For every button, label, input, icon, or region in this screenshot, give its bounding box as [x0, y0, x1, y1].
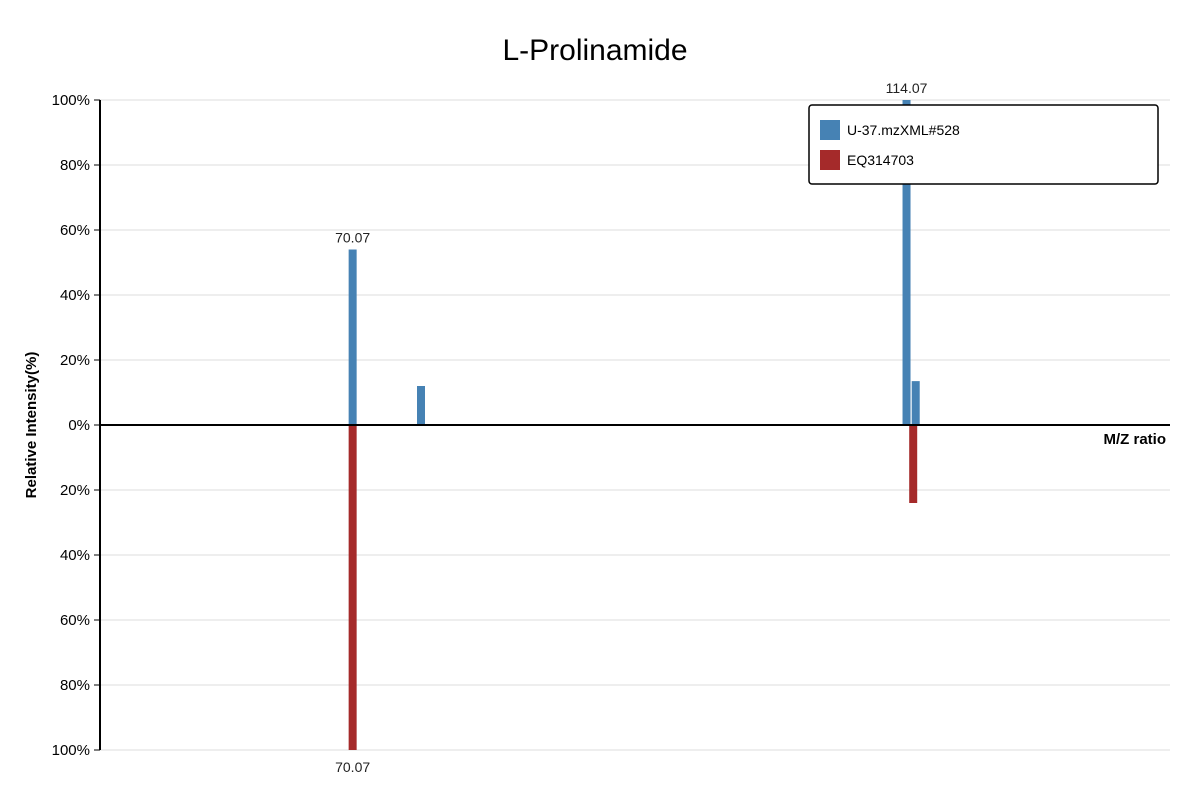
y-tick-label: 20% [60, 482, 90, 499]
peak-bar [909, 425, 918, 503]
legend-swatch [820, 150, 840, 170]
peak-bar [348, 249, 357, 425]
y-tick-label: 80% [60, 157, 90, 174]
peak-label: 70.07 [335, 230, 370, 246]
peak-bar [911, 381, 920, 425]
y-axis-ticks: 100% 80% 60% 40% 20% 0% 20% 40% 60% 80% 100% [52, 92, 100, 759]
y-tick-label: 60% [60, 612, 90, 629]
legend: U-37.mzXML#528 EQ314703 [808, 104, 1159, 185]
peak-bar [902, 100, 911, 425]
y-tick-label: 80% [60, 677, 90, 694]
y-axis-label: Relative Intensity(%) [23, 352, 40, 499]
peak-bar [417, 386, 425, 425]
y-tick-label: 100% [52, 742, 90, 759]
peak-label: 114.07 [886, 80, 928, 96]
y-tick-label: 60% [60, 222, 90, 239]
y-tick-label: 20% [60, 352, 90, 369]
y-tick-label: 0% [68, 417, 90, 434]
x-axis-label: M/Z ratio [1104, 431, 1167, 448]
legend-box [808, 104, 1159, 185]
legend-label: EQ314703 [847, 152, 914, 168]
y-tick-label: 100% [52, 92, 90, 109]
y-tick-label: 40% [60, 287, 90, 304]
legend-label: U-37.mzXML#528 [847, 122, 960, 138]
legend-swatch [820, 120, 840, 140]
peak-bars [348, 100, 920, 750]
grid-lines [100, 99, 1170, 751]
peak-bar [348, 425, 357, 750]
peak-labels: 70.07 114.07 70.07 [335, 80, 928, 775]
peak-label: 70.07 [335, 759, 370, 775]
y-tick-label: 40% [60, 547, 90, 564]
chart-title: L-Prolinamide [502, 34, 687, 67]
